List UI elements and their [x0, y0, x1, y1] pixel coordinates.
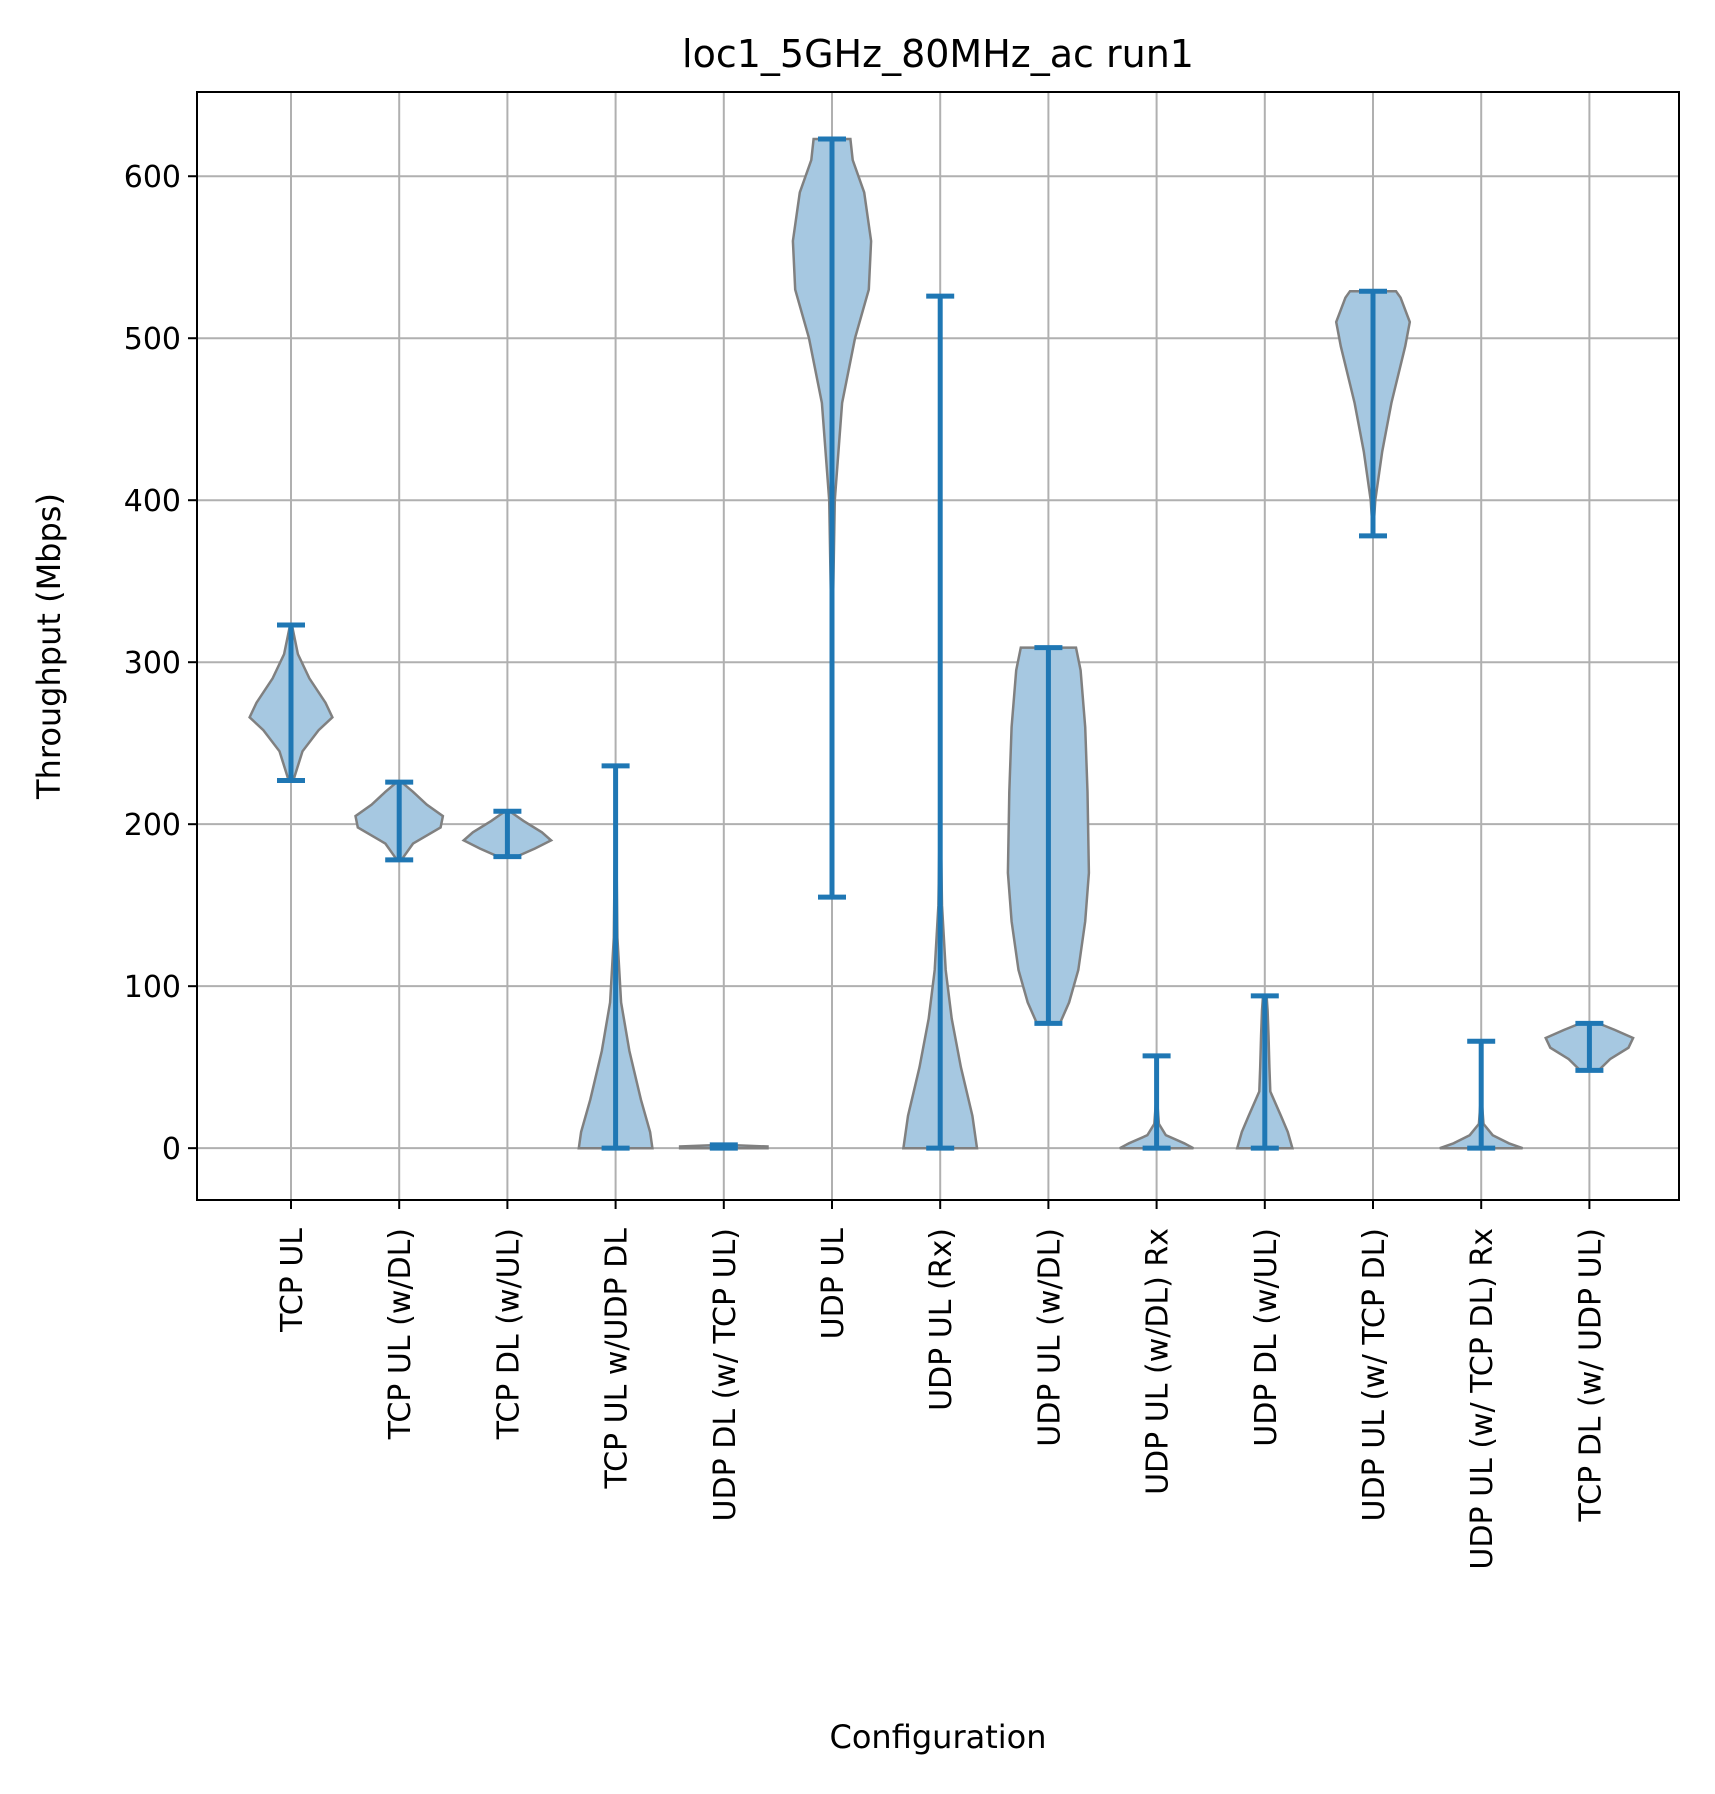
x-tick-label: TCP DL (w/UL)	[491, 1228, 526, 1440]
x-tick-label: TCP UL	[275, 1228, 310, 1333]
y-tick-label: 200	[124, 808, 181, 843]
x-tick-label: TCP UL w/UDP DL	[600, 1228, 635, 1490]
x-tick-label: UDP UL (w/ TCP DL) Rx	[1465, 1228, 1500, 1570]
x-tick-label: UDP DL (w/ TCP UL)	[708, 1228, 743, 1521]
x-tick-label: UDP UL (w/DL) Rx	[1141, 1228, 1176, 1495]
x-tick-label: UDP DL (w/UL)	[1249, 1228, 1284, 1447]
x-axis-label: Configuration	[829, 1718, 1046, 1756]
x-tick-label: UDP UL (w/DL)	[1032, 1228, 1067, 1447]
violin-layer	[248, 136, 1635, 1151]
x-tick-label: UDP UL (Rx)	[924, 1228, 959, 1411]
y-tick-label: 600	[124, 160, 181, 195]
y-tick-label: 400	[124, 484, 181, 519]
x-tick-label: TCP DL (w/ UDP UL)	[1573, 1228, 1608, 1522]
axis-layer: 0 100 200 300 400 500 600 TCP UL TCP UL (w/DL) TC…	[124, 160, 1609, 1569]
chart-title: loc1_5GHz_80MHz_ac run1	[682, 32, 1194, 76]
y-tick-label: 100	[124, 970, 181, 1005]
y-tick-label: 300	[124, 646, 181, 681]
x-tick-label: UDP UL	[816, 1228, 851, 1340]
y-axis-label: Throughput (Mbps)	[30, 493, 68, 800]
x-tick-label: TCP UL (w/DL)	[383, 1228, 418, 1440]
y-tick-label: 0	[162, 1132, 181, 1167]
x-tick-label: UDP UL (w/ TCP DL)	[1357, 1228, 1392, 1521]
plot-frame	[196, 91, 1680, 1201]
y-tick-label: 500	[124, 322, 181, 357]
